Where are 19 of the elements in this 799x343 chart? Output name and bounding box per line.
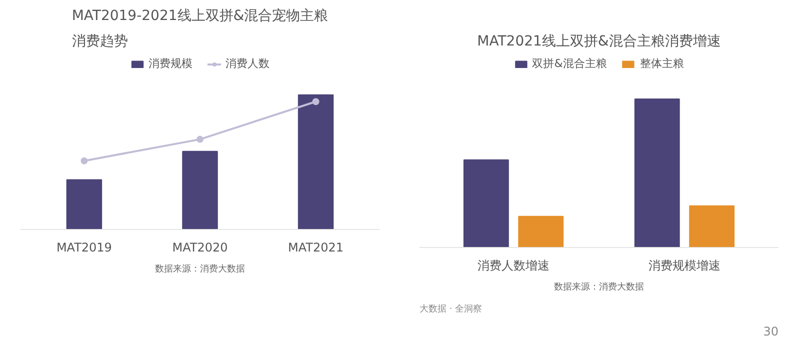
x-tick-label: MAT2021	[288, 240, 344, 254]
source-note: 数据来源：消费大数据	[554, 282, 644, 292]
source-note: 数据来源：消费大数据	[155, 264, 245, 274]
text: 大数据 · 全洞察	[420, 304, 482, 314]
chart-title: MAT2021线上双拼&混合主粮消费增速	[477, 34, 721, 50]
legend-label: 双拼&混合主粮	[532, 56, 607, 71]
text: 30	[763, 324, 779, 338]
bar	[634, 98, 680, 248]
chart-title: MAT2019-2021线上双拼&混合宠物主粮消费趋势	[72, 8, 328, 50]
x-tick-label: 消费人数增速	[478, 258, 550, 272]
bar	[689, 205, 735, 248]
bar	[463, 159, 509, 248]
legend-label: 消费人数	[226, 56, 270, 71]
legend-label: 整体主粮	[640, 56, 684, 71]
bar	[518, 216, 564, 248]
x-tick-label: 消费规模增速	[648, 258, 720, 272]
legend-label: 消费规模	[148, 56, 192, 71]
x-tick-label: MAT2020	[172, 240, 228, 254]
x-tick-label: MAT2019	[56, 240, 112, 254]
